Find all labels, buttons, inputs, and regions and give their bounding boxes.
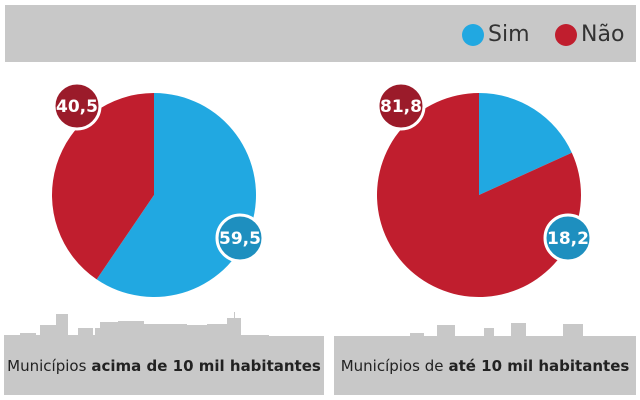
legend-item-nao: Não [555,22,624,47]
sim-dot-icon [462,23,484,46]
data-label-badge [543,213,593,263]
skyline-left [4,312,269,338]
pie-slice-não [52,93,154,280]
chart-title-bold: acima de 10 mil habitantes [91,356,321,375]
data-label: 40,5 [56,97,98,117]
chart-title-prefix: Municípios [7,356,87,375]
pie-slice-sim [96,93,256,297]
chart-title-prefix: Municípios de [340,356,444,375]
footer-right: Municípios de até 10 mil habitantes [334,336,636,395]
data-label-badge [376,81,426,131]
data-label: 59,5 [219,229,261,249]
skyline-right [410,323,583,337]
nao-dot-icon [555,23,577,46]
legend-label: Sim [488,22,530,47]
chart-title-bold: até 10 mil habitantes [448,356,630,375]
data-label-badge [52,81,102,131]
data-label: 18,2 [547,229,589,249]
footer-left: Municípios acima de 10 mil habitantes [4,336,324,395]
legend-item-sim: Sim [462,22,530,47]
pie-slice-não [377,93,581,297]
legend-bar [5,5,636,62]
pie-slice-sim [479,93,572,195]
data-label: 81,8 [380,97,422,117]
data-label-badge [215,213,265,263]
legend-label: Não [581,22,625,47]
